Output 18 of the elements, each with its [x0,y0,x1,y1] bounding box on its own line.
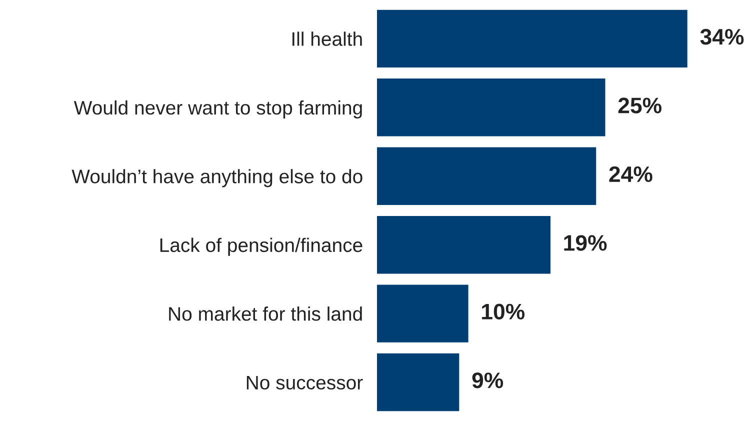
y-tick-label: Lack of pension/finance [160,238,362,256]
y-tick-label: No market for this land [169,306,362,321]
y-tick-label: Wouldn’t have anything else to do [72,169,362,188]
bar [376,10,688,68]
data-label: 19% [564,235,607,251]
bar [376,216,550,274]
y-tick-label: No successor [246,376,363,390]
data-label: 24% [609,166,652,182]
data-label: 9% [472,372,504,388]
data-label: 10% [482,304,525,320]
bar [376,353,460,412]
y-tick-label: Ill health [292,32,362,46]
data-label: 25% [618,98,662,114]
bar [376,78,606,136]
bar [376,147,596,205]
data-label: 34% [700,28,744,45]
bar [376,284,468,342]
y-tick-label: Would never want to stop farming [74,100,362,118]
